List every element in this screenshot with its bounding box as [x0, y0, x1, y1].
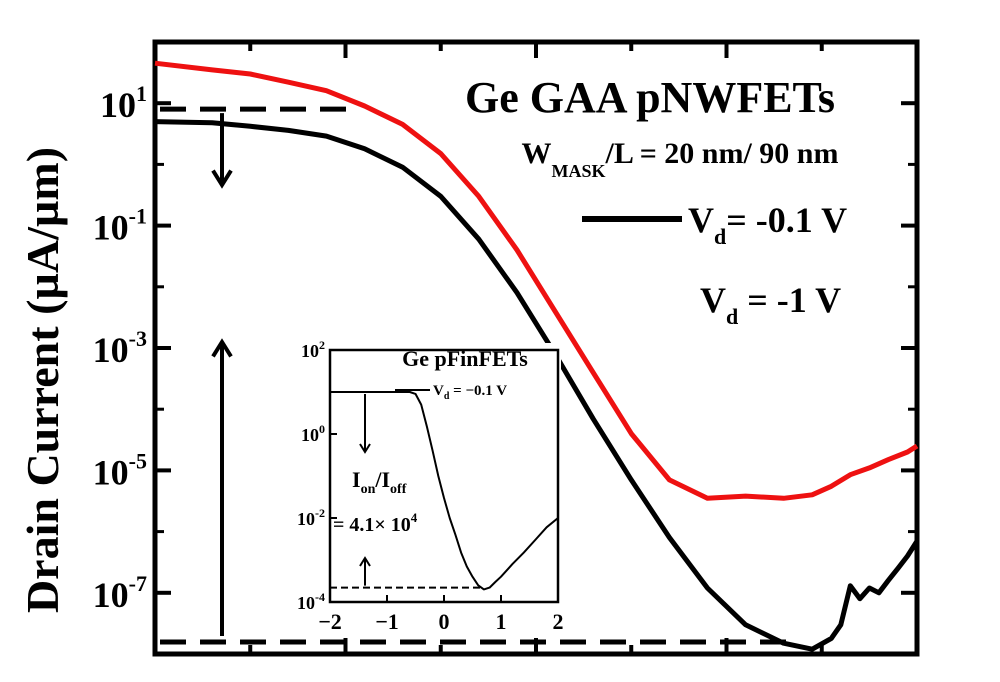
- main-ytick-label-3: 10-5: [93, 448, 147, 492]
- main-ytick-label-2: 10-3: [93, 326, 147, 370]
- inset-ytick-label-0: 102: [301, 338, 325, 361]
- main-off-arrow-head: [211, 338, 233, 358]
- inset-on-arrow-head: [359, 443, 371, 454]
- inset-xtick-label-1: −1: [375, 609, 399, 634]
- legend-label-vd-1: Vd = -1 V: [700, 280, 841, 329]
- inset-ytick-label-1: 100: [301, 422, 325, 445]
- inset-xtick-label-0: −2: [318, 609, 342, 634]
- inset-background: [278, 343, 561, 635]
- main-series-line-0: [154, 119, 920, 652]
- main-ytick-label-1: 10-1: [93, 204, 147, 248]
- subtitle-rest: /L = 20 nm/ 90 nm: [605, 137, 839, 170]
- inset-ratio-value: = 4.1× 104: [333, 510, 418, 536]
- inset-ytick-label-2: 10-2: [297, 506, 325, 529]
- inset-xtick-label-3: 1: [496, 609, 507, 634]
- subtitle-main: W: [522, 137, 552, 170]
- legend-label-vd-01: Vd= -0.1 V: [688, 200, 847, 249]
- inset-ytick-label-3: 10-4: [297, 590, 325, 613]
- inset-xtick-label-2: 0: [439, 609, 450, 634]
- main-series-line-1: [154, 60, 919, 501]
- main-on-arrow-head: [211, 169, 233, 189]
- main-chart-subtitle: WMASK/L = 20 nm/ 90 nm: [522, 137, 839, 181]
- inset-title: Ge pFinFETs: [402, 346, 528, 371]
- main-chart-title: Ge GAA pNWFETs: [465, 73, 835, 122]
- y-axis-label: Drain Current (µA/µm): [17, 147, 68, 613]
- inset-off-arrow-head: [359, 556, 371, 567]
- main-ytick-label-4: 10-7: [93, 571, 147, 615]
- inset-ratio-label: Ion/Ioff: [352, 467, 407, 497]
- inset-legend-label: Vd = −0.1 V: [433, 383, 507, 402]
- subtitle-sub: MASK: [552, 161, 606, 181]
- inset-xtick-label-4: 2: [553, 609, 564, 634]
- main-ytick-label-0: 101: [100, 81, 147, 125]
- inset-series-line-0: [330, 391, 559, 591]
